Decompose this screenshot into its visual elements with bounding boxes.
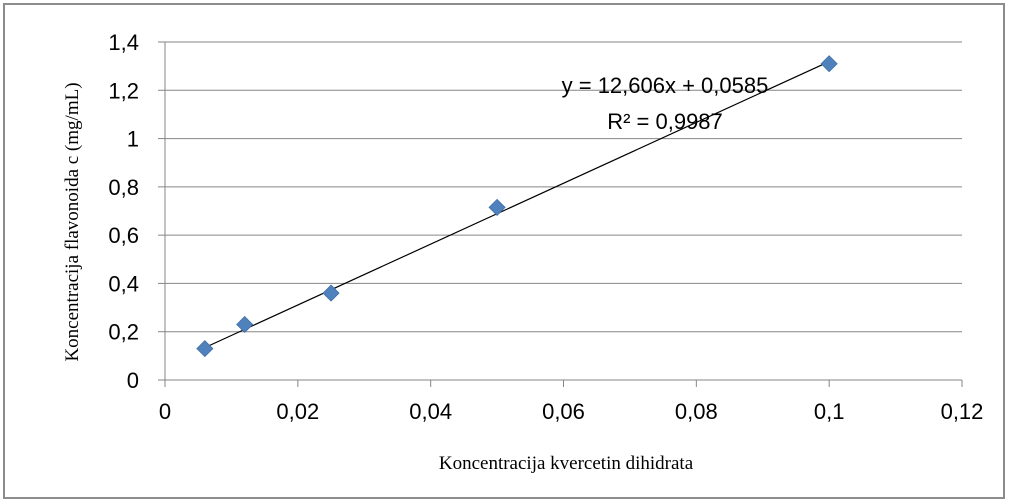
x-tick-labels: 0 0,02 0,04 0,06 0,08 0,1 0,12 bbox=[159, 399, 984, 424]
data-point-diamond bbox=[196, 340, 214, 358]
axes bbox=[158, 41, 963, 387]
data-point-diamond bbox=[488, 198, 506, 216]
y-tick-label: 0,2 bbox=[108, 320, 139, 345]
x-tick-label: 0,06 bbox=[542, 399, 585, 424]
x-axis-title: Koncentracija kvercetin dihidrata bbox=[439, 453, 694, 474]
x-tick-label: 0,12 bbox=[941, 399, 984, 424]
y-tick-label: 1,2 bbox=[108, 78, 139, 103]
data-point-diamond bbox=[322, 284, 340, 302]
data-points bbox=[196, 55, 838, 358]
y-tick-labels: 0 0,2 0,4 0,6 0,8 1 1,2 1,4 bbox=[108, 30, 139, 393]
trendline-r-squared: R² = 0,9987 bbox=[607, 109, 723, 134]
y-tick-label: 1,4 bbox=[108, 30, 139, 55]
x-tick-label: 0 bbox=[159, 399, 171, 424]
data-point-diamond bbox=[820, 55, 838, 73]
y-axis-title: Koncentracija flavonoida c (mg/mL) bbox=[62, 82, 83, 361]
trendline-equation: y = 12,606x + 0,0585 bbox=[562, 73, 769, 98]
y-tick-label: 0,6 bbox=[108, 223, 139, 248]
x-tick-label: 0,04 bbox=[409, 399, 452, 424]
y-tick-label: 1 bbox=[127, 127, 139, 152]
x-tick-label: 0,08 bbox=[675, 399, 718, 424]
y-tick-label: 0 bbox=[127, 368, 139, 393]
data-point-diamond bbox=[236, 315, 254, 334]
gridlines bbox=[165, 41, 962, 333]
trendline bbox=[204, 60, 830, 349]
y-tick-label: 0,4 bbox=[108, 271, 139, 296]
x-tick-label: 0,1 bbox=[814, 399, 845, 424]
chart-frame bbox=[3, 3, 1005, 499]
y-tick-label: 0,8 bbox=[108, 175, 139, 200]
trendline-group bbox=[204, 60, 830, 349]
x-tick-label: 0,02 bbox=[276, 399, 319, 424]
